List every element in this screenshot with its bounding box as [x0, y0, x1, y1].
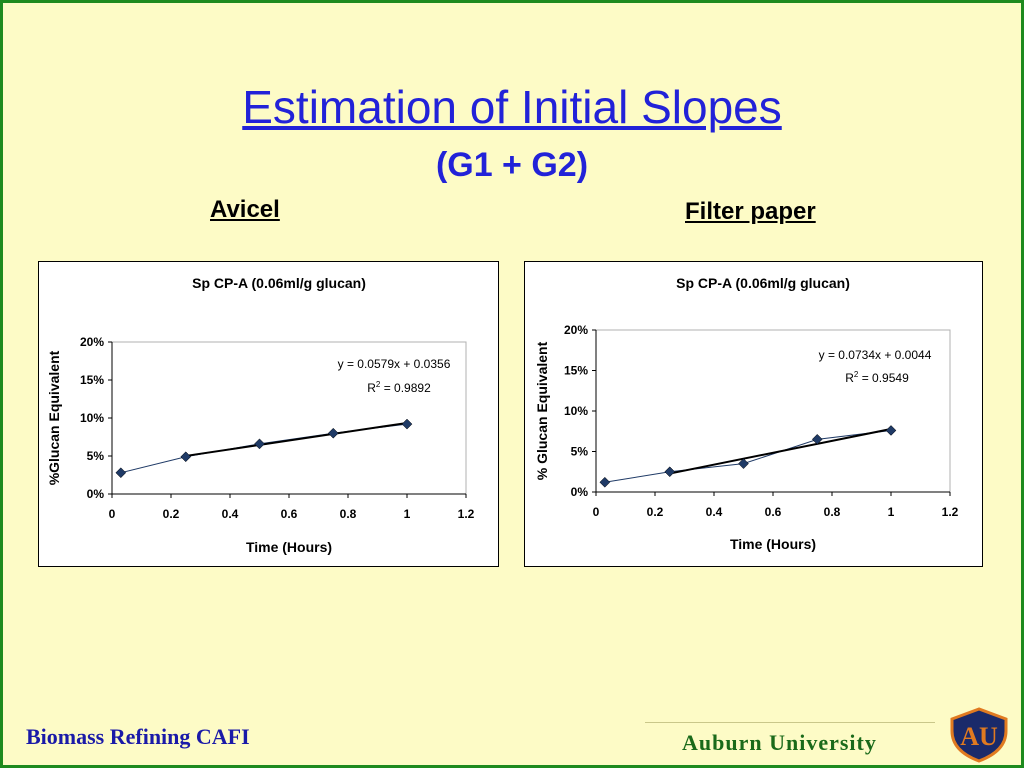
data-point	[180, 451, 192, 463]
chart-filter-paper-svg: Sp CP-A (0.06ml/g glucan) 0% 5% 10% 15% 20% 0 0…	[534, 275, 959, 552]
y-axis-label: % Glucan Equivalent	[534, 341, 550, 480]
y-tick-label: 0%	[571, 485, 589, 499]
x-tick-label: 0.4	[706, 505, 723, 519]
trendline-equation: y = 0.0734x + 0.0044	[819, 348, 932, 362]
chart-filter-paper: Sp CP-A (0.06ml/g glucan) 0% 5% 10% 15% 20% 0 0…	[524, 261, 983, 567]
x-tick-label: 0.8	[340, 507, 357, 521]
chart-avicel: Sp CP-A (0.06ml/g glucan) 0% 5% 10% 15% 20% 0 0…	[38, 261, 499, 567]
data-point	[664, 466, 676, 478]
chart-title: Sp CP-A (0.06ml/g glucan)	[676, 275, 850, 291]
data-point	[401, 418, 413, 430]
slide-title: Estimation of Initial Slopes	[242, 81, 782, 133]
footer-biomass-refining: Biomass Refining CAFI	[26, 724, 250, 749]
y-tick-label: 15%	[564, 364, 588, 378]
trendline-r2: R2 = 0.9549	[845, 370, 909, 385]
data-point	[599, 476, 611, 488]
x-tick-label: 0.2	[647, 505, 664, 519]
x-tick-label: 0	[109, 507, 116, 521]
y-tick-label: 20%	[80, 335, 104, 349]
y-axis-label: %Glucan Equivalent	[46, 350, 62, 485]
x-tick-label: 0.4	[222, 507, 239, 521]
filter-paper-label: Filter paper	[685, 198, 816, 225]
chart-avicel-svg: Sp CP-A (0.06ml/g glucan) 0% 5% 10% 15% 20% 0 0…	[46, 275, 475, 555]
y-tick-label: 5%	[571, 445, 589, 459]
x-tick-label: 0.6	[765, 505, 782, 519]
logo-text: AU	[960, 722, 998, 751]
x-tick-label: 0.8	[824, 505, 841, 519]
data-point	[885, 425, 897, 436]
trendline	[669, 428, 892, 475]
data-point	[115, 467, 127, 479]
chart-title: Sp CP-A (0.06ml/g glucan)	[192, 275, 366, 291]
y-tick-label: 15%	[80, 373, 104, 387]
x-axis-label: Time (Hours)	[730, 536, 816, 552]
x-tick-label: 0.6	[281, 507, 298, 521]
footer-divider	[645, 722, 935, 723]
data-point	[254, 438, 265, 450]
slide-subtitle: (G1 + G2)	[435, 146, 589, 184]
y-tick-label: 5%	[87, 449, 105, 463]
y-tick-label: 0%	[87, 487, 105, 501]
y-tick-label: 20%	[564, 323, 588, 337]
x-tick-label: 1.2	[458, 507, 475, 521]
footer-auburn-university: Auburn University	[682, 730, 877, 755]
x-axis-label: Time (Hours)	[246, 539, 332, 555]
plot-area	[111, 341, 467, 495]
x-tick-label: 0	[593, 505, 600, 519]
plot-area	[595, 329, 951, 493]
data-point	[327, 427, 339, 439]
x-tick-label: 1	[404, 507, 411, 521]
trendline-equation: y = 0.0579x + 0.0356	[338, 357, 451, 371]
trendline-r2: R2 = 0.9892	[367, 380, 431, 395]
avicel-label: Avicel	[210, 196, 280, 223]
data-point	[811, 433, 823, 445]
y-tick-label: 10%	[80, 411, 104, 425]
x-tick-label: 1	[888, 505, 895, 519]
y-tick-label: 10%	[564, 404, 588, 418]
data-point	[738, 458, 749, 470]
x-tick-label: 1.2	[942, 505, 959, 519]
x-tick-label: 0.2	[163, 507, 180, 521]
trendline	[185, 421, 408, 457]
auburn-logo: AU	[950, 707, 1008, 763]
